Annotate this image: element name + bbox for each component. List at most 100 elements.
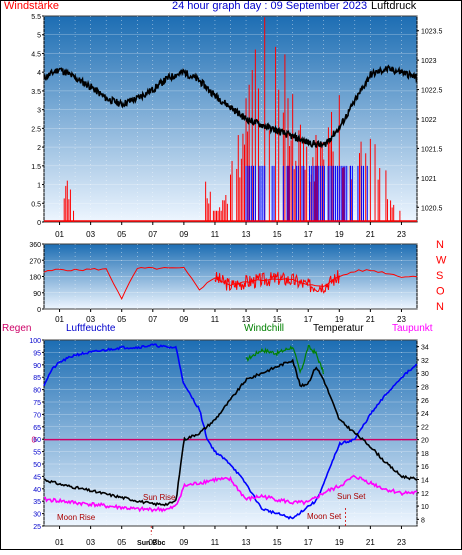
- y-tick-label-left: 45: [33, 474, 41, 481]
- y-tick-label-right: 1021: [421, 176, 437, 183]
- y-tick-label-left: 1: [37, 183, 41, 190]
- y-tick-label-right: 22: [421, 424, 429, 431]
- x-tick-label: 03: [86, 315, 95, 324]
- wind-title: Windstärke: [4, 0, 59, 12]
- x-tick-label: 09: [179, 315, 188, 324]
- humidity-temperature-panel: 25 30 35 40 45 50 55 60 65 70 75 80 85 90 95 100 8 10 12 14…: [2, 323, 433, 547]
- direction-scatter: [214, 270, 340, 294]
- y-tick-label-left: 100: [29, 338, 41, 345]
- moon-rise-label: Moon Rise: [57, 513, 96, 522]
- x-tick-label: 13: [242, 538, 251, 547]
- x-tick-label: 17: [304, 315, 313, 324]
- x-tick-label: 15: [273, 538, 282, 547]
- y-tick-label-right: 24: [421, 411, 429, 418]
- x-tick-label: 03: [86, 230, 95, 239]
- y-tick-label-left: 95: [33, 350, 41, 357]
- pressure-line: [43, 64, 418, 149]
- x-tick-label: 19: [335, 315, 344, 324]
- x-tick-label: 17: [304, 538, 313, 547]
- compass-label: N: [436, 301, 444, 313]
- y-tick-label-right: 1022.5: [421, 88, 443, 95]
- x-tick-label: 13: [242, 315, 251, 324]
- y-tick-label-left: 60: [33, 437, 41, 444]
- temperature-label: Temperatur: [313, 323, 364, 334]
- humidity-line: [43, 343, 418, 520]
- x-tick-label: 21: [366, 315, 375, 324]
- compass-label: N: [436, 239, 444, 251]
- x-tick-label: 13: [242, 230, 251, 239]
- y-tick-label-left: 85: [33, 375, 41, 382]
- y-tick-label-left: 4.5: [31, 51, 41, 58]
- y-tick-label-left: 5: [37, 33, 41, 40]
- y-tick-label-left: 2.5: [31, 126, 41, 133]
- sun-rise-label: Sun Rise: [143, 493, 176, 502]
- temperature-line: [43, 358, 418, 507]
- y-tick-label-right: 14: [421, 478, 429, 485]
- y-tick-label-left: 0: [37, 307, 41, 314]
- x-tick-label: 11: [211, 315, 220, 324]
- y-tick-label-left: 270: [29, 258, 41, 265]
- x-tick-label: 23: [397, 230, 406, 239]
- y-tick-label-left: 30: [33, 512, 41, 519]
- y-tick-label-right: 1021.5: [421, 146, 443, 153]
- x-tick-label: 05: [117, 538, 126, 547]
- y-tick-label-right: 32: [421, 358, 429, 365]
- humidity-label: Luftfeuchte: [66, 323, 116, 334]
- y-tick-label-left: 3.5: [31, 89, 41, 96]
- y-tick-label-right: 1022: [421, 117, 437, 124]
- y-tick-label-right: 28: [421, 385, 429, 392]
- pressure-title: Luftdruck: [371, 0, 417, 12]
- y-tick-label-right: 1023: [421, 58, 437, 65]
- y-tick-label-left: 65: [33, 425, 41, 432]
- y-tick-label-left: 90: [33, 291, 41, 298]
- y-tick-label-left: 4: [37, 70, 41, 77]
- y-tick-label-left: 5.5: [31, 14, 41, 21]
- sun-moon-mark-label: Sun Bbc: [137, 540, 165, 547]
- y-tick-label-left: 80: [33, 388, 41, 395]
- x-tick-label: 19: [335, 230, 344, 239]
- x-tick-label: 07: [148, 230, 157, 239]
- graph-title: 24 hour graph day : 09 September 2023: [172, 0, 367, 12]
- compass-label: W: [436, 255, 447, 267]
- y-tick-label-right: 30: [421, 371, 429, 378]
- x-tick-label: 01: [55, 538, 64, 547]
- compass-label: S: [436, 270, 443, 282]
- y-tick-label-left: 40: [33, 487, 41, 494]
- x-tick-label: 09: [179, 538, 188, 547]
- y-tick-label-left: 35: [33, 499, 41, 506]
- x-tick-label: 15: [273, 315, 282, 324]
- y-tick-label-left: 50: [33, 462, 41, 469]
- y-tick-label-right: 26: [421, 398, 429, 405]
- x-tick-label: 07: [148, 315, 157, 324]
- direction-line: [43, 266, 418, 300]
- y-tick-label-right: 18: [421, 451, 429, 458]
- x-tick-label: 07: [148, 538, 157, 547]
- x-tick-label: 01: [55, 315, 64, 324]
- y-tick-label-right: 20: [421, 438, 429, 445]
- dewpoint-label: Taupunkt: [392, 323, 433, 334]
- zero-label: 0: [32, 436, 37, 445]
- rain-label: Regen: [2, 323, 31, 334]
- y-tick-label-left: 25: [33, 524, 41, 531]
- x-tick-label: 23: [397, 315, 406, 324]
- y-tick-label-right: 1020.5: [421, 205, 443, 212]
- x-tick-label: 23: [397, 538, 406, 547]
- y-tick-label-left: 1.5: [31, 164, 41, 171]
- dewpoint-line: [43, 474, 418, 513]
- y-tick-label-left: 180: [29, 275, 41, 282]
- y-tick-label-right: 10: [421, 504, 429, 511]
- y-tick-label-left: 0.5: [31, 201, 41, 208]
- x-tick-label: 21: [366, 230, 375, 239]
- x-tick-label: 21: [366, 538, 375, 547]
- y-tick-label-right: 12: [421, 491, 429, 498]
- y-tick-label-left: 0: [37, 220, 41, 227]
- wind-pressure-panel: 0 0.5 1 1.5 2 2.5 3 3.5 4 4.5 5 5.5 1020.5 1021 1021.5…: [31, 14, 442, 239]
- x-tick-label: 19: [335, 538, 344, 547]
- x-tick-label: 05: [117, 315, 126, 324]
- sun-set-label: Sun Set: [337, 492, 366, 501]
- y-tick-label-left: 70: [33, 412, 41, 419]
- windchill-line: [245, 344, 324, 375]
